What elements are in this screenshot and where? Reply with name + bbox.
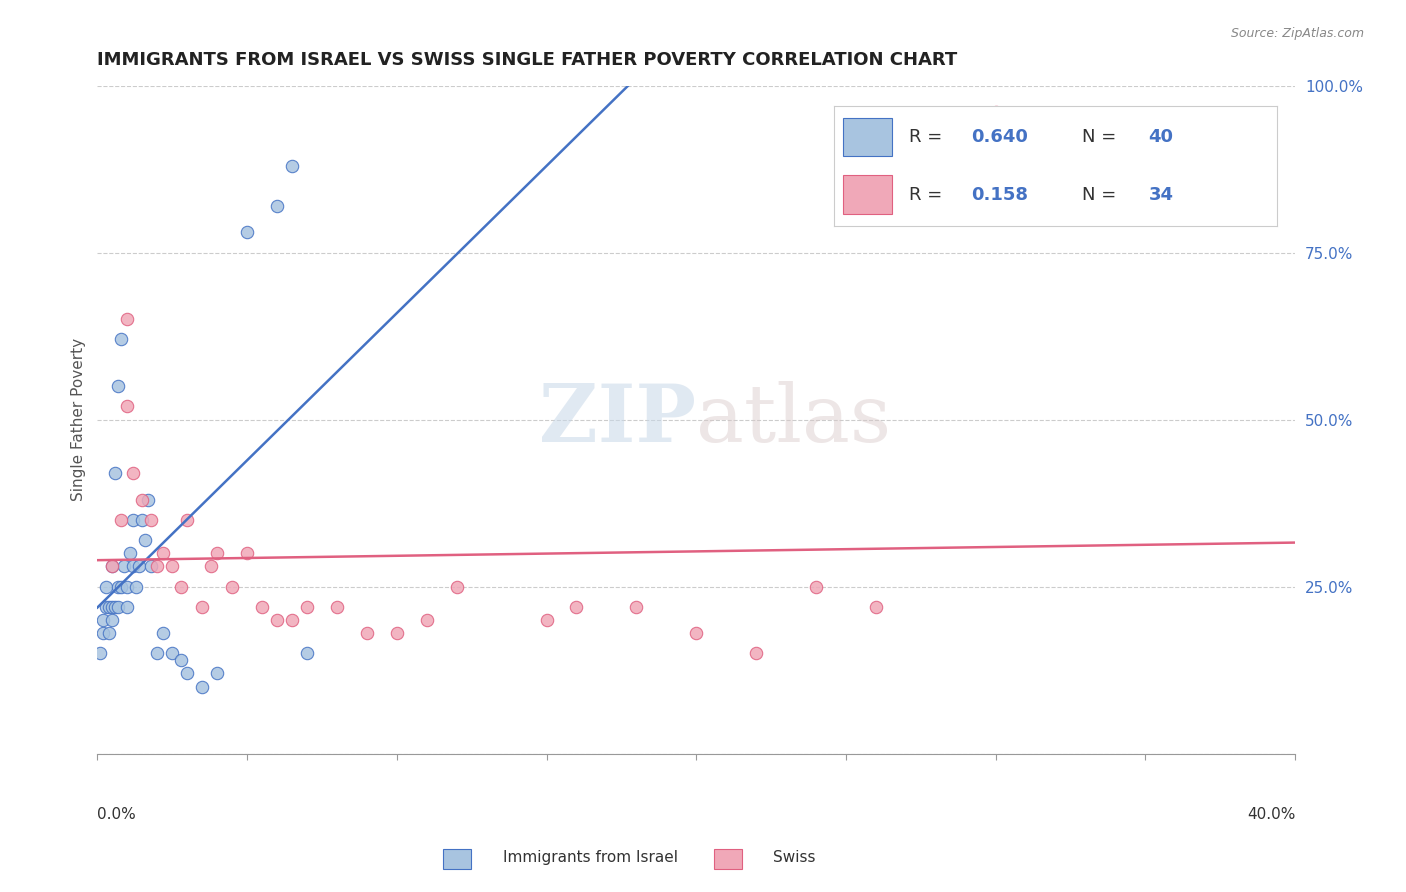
- Text: 0.0%: 0.0%: [97, 807, 136, 822]
- Point: [170, 653, 193, 667]
- Text: Swiss: Swiss: [773, 850, 815, 865]
- Point: [101, 559, 124, 574]
- Point: [266, 613, 288, 627]
- Point: [191, 599, 214, 614]
- Point: [98, 626, 121, 640]
- Point: [120, 546, 142, 560]
- Point: [865, 599, 887, 614]
- Point: [446, 580, 468, 594]
- Point: [98, 599, 121, 614]
- Point: [110, 513, 132, 527]
- Point: [96, 580, 118, 594]
- Point: [107, 599, 129, 614]
- Point: [191, 680, 214, 694]
- Point: [326, 599, 349, 614]
- Point: [745, 646, 768, 660]
- Point: [101, 599, 124, 614]
- Point: [295, 599, 318, 614]
- Point: [122, 559, 145, 574]
- Point: [160, 559, 183, 574]
- Point: [205, 546, 228, 560]
- Point: [117, 312, 139, 326]
- Point: [110, 580, 132, 594]
- Text: Immigrants from Israel: Immigrants from Israel: [503, 850, 678, 865]
- Point: [281, 613, 304, 627]
- Point: [131, 492, 153, 507]
- Point: [101, 559, 124, 574]
- Point: [804, 580, 827, 594]
- Point: [152, 626, 174, 640]
- Point: [141, 513, 163, 527]
- Point: [536, 613, 558, 627]
- Point: [131, 513, 153, 527]
- Point: [91, 613, 114, 627]
- Point: [205, 666, 228, 681]
- Point: [96, 599, 118, 614]
- Point: [107, 580, 129, 594]
- Text: atlas: atlas: [696, 381, 891, 458]
- Text: ZIP: ZIP: [540, 381, 696, 458]
- Point: [565, 599, 588, 614]
- Point: [141, 559, 163, 574]
- Point: [984, 105, 1007, 120]
- Point: [281, 159, 304, 173]
- Text: 40.0%: 40.0%: [1247, 807, 1295, 822]
- Point: [266, 199, 288, 213]
- Point: [101, 613, 124, 627]
- Point: [385, 626, 408, 640]
- Point: [221, 580, 243, 594]
- Point: [146, 646, 169, 660]
- Point: [122, 513, 145, 527]
- Text: IMMIGRANTS FROM ISRAEL VS SWISS SINGLE FATHER POVERTY CORRELATION CHART: IMMIGRANTS FROM ISRAEL VS SWISS SINGLE F…: [97, 51, 957, 69]
- Point: [112, 559, 135, 574]
- Point: [91, 626, 114, 640]
- Point: [416, 613, 439, 627]
- Point: [128, 559, 150, 574]
- Point: [685, 626, 707, 640]
- Point: [146, 559, 169, 574]
- Point: [125, 580, 148, 594]
- Point: [110, 332, 132, 346]
- Point: [117, 599, 139, 614]
- Point: [104, 599, 127, 614]
- Y-axis label: Single Father Poverty: Single Father Poverty: [72, 338, 86, 501]
- Point: [89, 646, 111, 660]
- Point: [117, 399, 139, 413]
- Point: [107, 379, 129, 393]
- Point: [626, 599, 648, 614]
- Point: [134, 533, 156, 547]
- Point: [176, 666, 198, 681]
- Point: [236, 226, 259, 240]
- Point: [200, 559, 222, 574]
- Point: [356, 626, 378, 640]
- Point: [170, 580, 193, 594]
- Point: [160, 646, 183, 660]
- Point: [176, 513, 198, 527]
- Text: Source: ZipAtlas.com: Source: ZipAtlas.com: [1230, 27, 1364, 40]
- Point: [295, 646, 318, 660]
- Point: [250, 599, 273, 614]
- Point: [152, 546, 174, 560]
- Point: [117, 580, 139, 594]
- Point: [236, 546, 259, 560]
- Point: [122, 466, 145, 480]
- Point: [104, 466, 127, 480]
- Point: [136, 492, 159, 507]
